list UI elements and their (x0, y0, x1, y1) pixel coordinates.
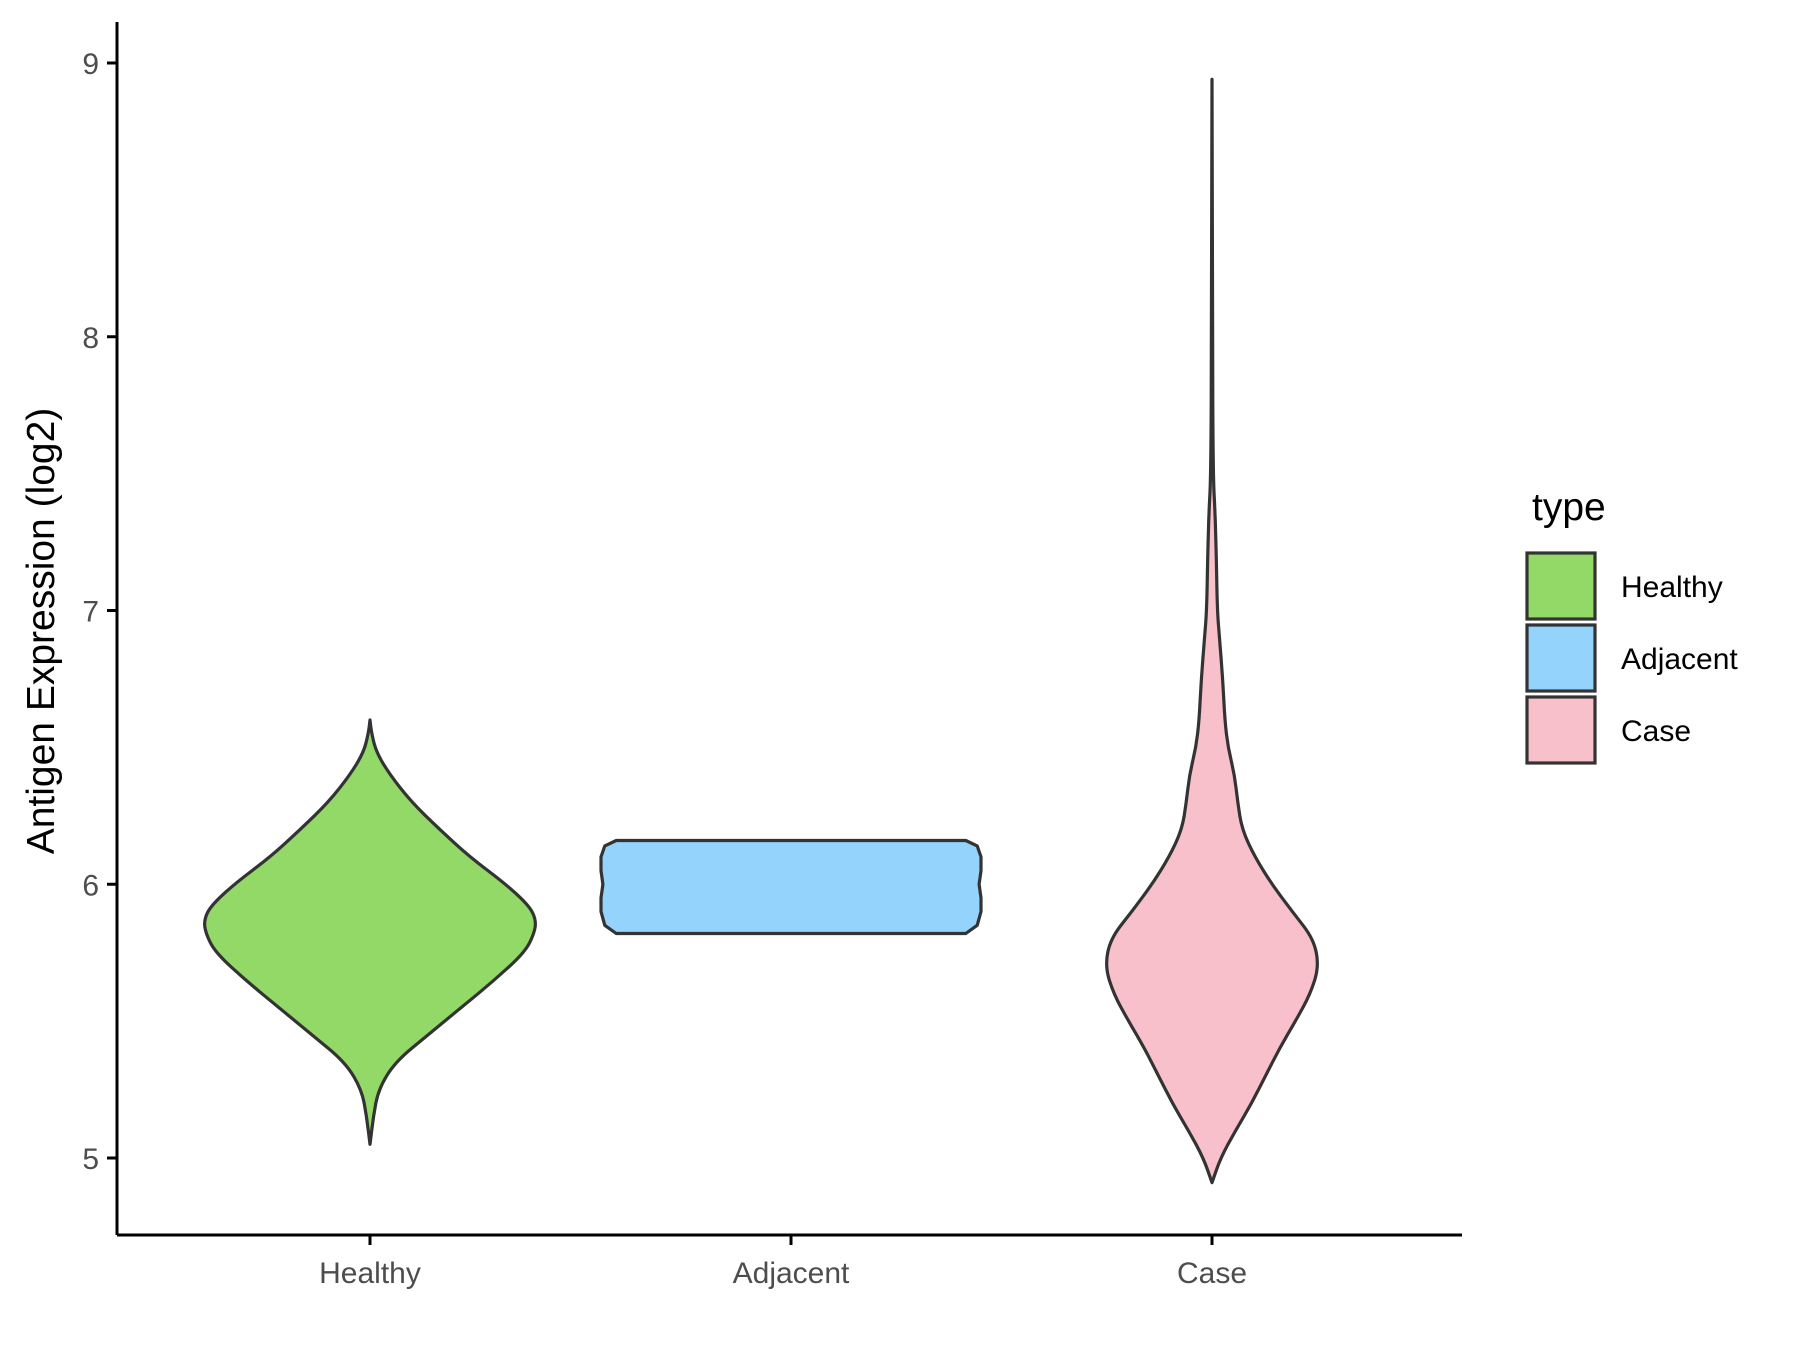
legend-key-adjacent (1525, 623, 1597, 693)
violin-adjacent (599, 838, 983, 936)
x-axis: Healthy Adjacent Case (117, 1233, 1462, 1290)
y-tick-label: 9 (82, 48, 99, 81)
violin-healthy (203, 718, 537, 1146)
x-tick-label-case: Case (1177, 1257, 1247, 1290)
y-tick-label: 7 (82, 596, 99, 629)
legend-label-healthy: Healthy (1621, 571, 1723, 604)
legend-title: type (1532, 486, 1606, 529)
y-tick-label: 5 (82, 1143, 99, 1176)
y-axis: 5 6 7 8 9 (82, 22, 119, 1235)
y-axis-title: Antigen Expression (log2) (20, 408, 63, 855)
x-tick-label-adjacent: Adjacent (733, 1257, 850, 1290)
legend-label-adjacent: Adjacent (1621, 643, 1738, 676)
legend-label-case: Case (1621, 715, 1691, 748)
legend: type Healthy Adjacent Case (1525, 486, 1738, 765)
legend-key-case (1525, 695, 1597, 765)
legend-key-healthy (1525, 551, 1597, 621)
violin-case (1105, 77, 1319, 1185)
y-tick-label: 6 (82, 869, 99, 902)
y-tick-label: 8 (82, 322, 99, 355)
plot-area (203, 77, 1319, 1185)
x-tick-label-healthy: Healthy (319, 1257, 421, 1290)
